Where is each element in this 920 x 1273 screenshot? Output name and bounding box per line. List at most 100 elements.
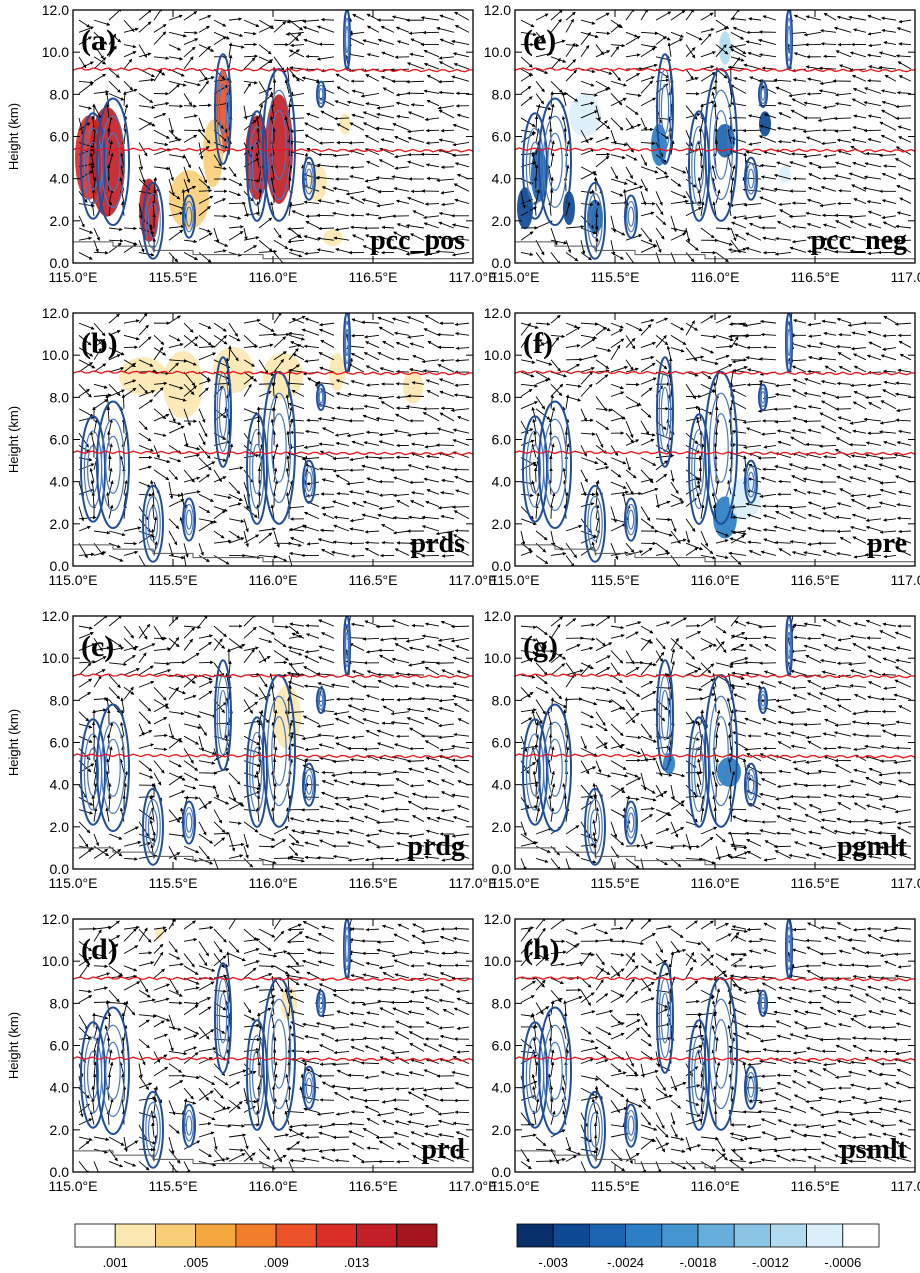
x-tick-label: 116.5°E	[791, 269, 840, 285]
wind-vector	[270, 164, 275, 180]
wind-vector	[123, 88, 138, 94]
y-tick-label: 4.0	[492, 474, 512, 490]
wind-vector	[332, 1135, 350, 1140]
wind-vector	[78, 19, 91, 28]
wind-vector	[168, 83, 180, 94]
colorbar-swatch	[516, 1223, 554, 1248]
colorbar-swatch	[275, 1223, 317, 1248]
panel-f: 115.0°E 115.5°E 116.0°E 116.5°E 117.0°E 0.0 2.…	[484, 305, 920, 588]
wind-vector	[243, 19, 260, 27]
x-tick-label: 115.5°E	[149, 875, 198, 891]
wind-vector	[256, 140, 260, 155]
wind-vector	[198, 25, 210, 33]
wind-vector	[138, 252, 155, 257]
wind-vector	[78, 252, 93, 260]
wind-vector	[288, 248, 305, 253]
wind-vector	[269, 115, 275, 131]
y-tick-label: 0.0	[50, 861, 70, 877]
wind-vector	[593, 1122, 598, 1138]
wind-vector	[183, 114, 198, 119]
wind-vector	[332, 211, 350, 217]
x-tick-label: 116.5°E	[349, 572, 398, 588]
colorbar-swatch	[356, 1223, 398, 1248]
wind-vector	[330, 1122, 350, 1127]
wind-vector	[258, 103, 264, 119]
y-tick-label: 6.0	[50, 432, 70, 448]
colorbar-tick-label: .005	[183, 1255, 208, 1270]
x-tick-label: 116.0°E	[691, 875, 740, 891]
shaded-region	[119, 357, 167, 396]
wind-vector	[321, 186, 335, 192]
wind-vector	[198, 205, 211, 217]
wind-vector	[625, 844, 641, 848]
panel-a: 115.0°E 115.5°E 116.0°E 116.5°E 117.0°E0.02.…	[6, 2, 497, 285]
x-tick-label: 115.0°E	[49, 875, 98, 891]
panel-variable-name: prdg	[407, 831, 465, 862]
wind-vector	[817, 165, 837, 170]
wind-vector	[138, 117, 156, 127]
wind-vector	[243, 57, 256, 70]
wind-vector	[123, 44, 137, 49]
wind-vector	[78, 215, 85, 228]
wind-vector	[183, 56, 194, 70]
wind-vector	[228, 17, 243, 21]
wind-vector	[91, 188, 96, 204]
wind-vector	[93, 44, 104, 60]
wind-vector	[183, 178, 190, 194]
y-tick-label: 0.0	[492, 1164, 512, 1180]
wind-vector	[93, 73, 107, 82]
wind-vector	[302, 26, 320, 33]
y-tick-label: 12.0	[484, 2, 511, 18]
shaded-region	[203, 119, 223, 188]
wind-vector	[302, 184, 320, 192]
wind-vector	[138, 21, 152, 33]
x-tick-label: 115.0°E	[49, 1178, 98, 1194]
wind-vector	[729, 746, 734, 761]
wind-vector	[316, 163, 335, 168]
y-tick-label: 4.0	[50, 474, 70, 490]
wind-vector	[108, 45, 117, 58]
y-tick-label: 6.0	[492, 432, 512, 448]
wind-vector	[714, 140, 719, 155]
colorbar-swatch	[589, 1223, 627, 1248]
y-tick-label: 6.0	[492, 1038, 512, 1054]
x-tick-label: 115.5°E	[149, 269, 198, 285]
y-tick-label: 2.0	[50, 516, 70, 532]
y-tick-label: 12.0	[42, 608, 69, 624]
y-tick-label: 12.0	[42, 305, 69, 321]
wind-vector	[78, 236, 93, 241]
wind-vector	[304, 122, 320, 131]
wind-vector	[287, 227, 305, 231]
wind-vector	[273, 227, 282, 239]
y-tick-label: 6.0	[50, 1038, 70, 1054]
panel-label: (f)	[523, 327, 553, 360]
panel-variable-name: pre	[867, 528, 907, 559]
colorbar-swatch	[661, 1223, 699, 1248]
y-tick-label: 4.0	[492, 171, 512, 187]
colorbar-swatch	[842, 1223, 880, 1248]
wind-vector	[168, 178, 175, 197]
wind-vector	[213, 154, 222, 167]
wind-vector	[119, 177, 125, 192]
wind-vector	[272, 78, 277, 94]
wind-vector	[198, 227, 211, 233]
colorbar-swatch	[552, 1223, 590, 1248]
wind-vector	[334, 100, 350, 107]
wind-vector	[350, 213, 365, 217]
wind-vector	[334, 227, 350, 232]
y-axis-label: Height (km)	[6, 1012, 21, 1079]
wind-vector	[320, 17, 335, 22]
wind-vector	[123, 91, 127, 106]
wind-vector	[305, 623, 320, 628]
wind-vector	[153, 56, 170, 60]
wind-vector	[108, 152, 114, 167]
wind-vector	[305, 221, 320, 229]
wind-vector	[895, 746, 912, 750]
x-tick-label: 115.5°E	[591, 1178, 640, 1194]
wind-vector	[821, 213, 837, 218]
wind-vector	[198, 14, 212, 21]
y-tick-label: 0.0	[492, 255, 512, 271]
wind-vector	[78, 56, 87, 69]
y-tick-label: 12.0	[484, 305, 511, 321]
x-tick-label: 117.0°E	[891, 875, 920, 891]
